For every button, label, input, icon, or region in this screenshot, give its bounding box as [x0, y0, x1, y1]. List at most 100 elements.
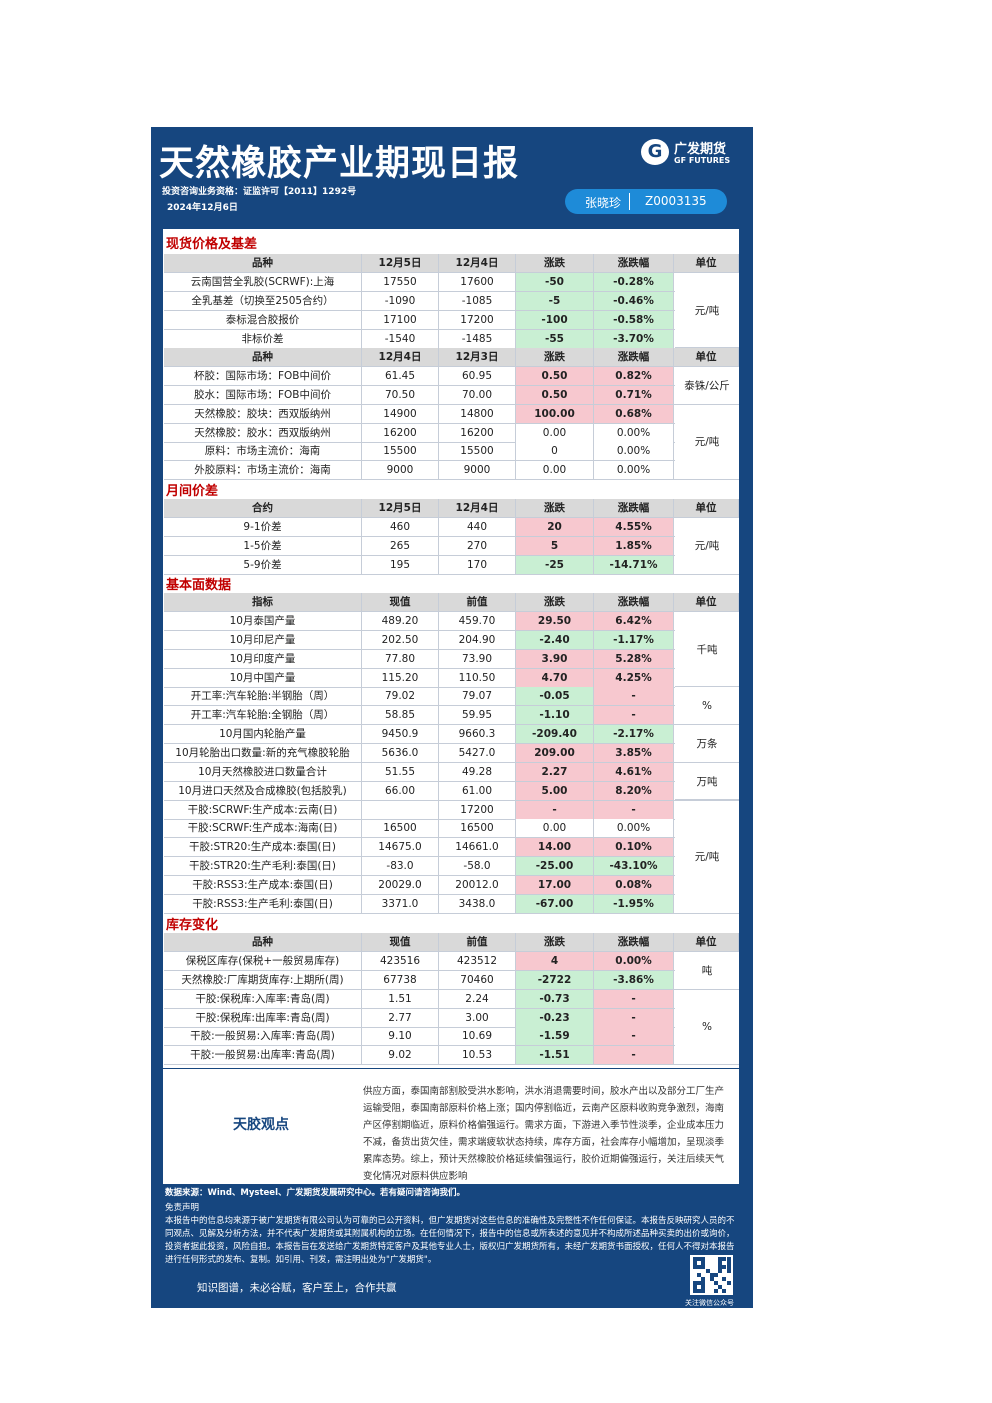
- table-cell: -0.05: [516, 687, 594, 707]
- column-header: 现值: [362, 593, 439, 612]
- column-header: 涨跌幅: [594, 593, 674, 612]
- table-cell: 79.02: [362, 687, 439, 707]
- analyst-badge: [565, 189, 727, 214]
- table-cell: [362, 800, 439, 820]
- table-cell: 10.69: [439, 1027, 516, 1047]
- table-cell: 423512: [439, 952, 516, 971]
- column-header: 单位: [674, 933, 739, 952]
- table-row: 干胶:STR20:生产毛利:泰国(日) -83.0 -58.0 -25.00 -43.1…: [164, 857, 739, 877]
- row-label: 10月国内轮胎产量: [164, 725, 362, 745]
- table-cell: 4.55%: [594, 518, 674, 537]
- data-tables: 现货价格及基差 品种 12月5日 12月4日 涨跌 涨跌幅 单位 云南国营全乳胶(SCRWF)…: [163, 229, 739, 1068]
- table-row: 10月中国产量 115.20 110.50 4.70 4.25%: [164, 668, 739, 688]
- row-label: 干胶:保税库:出库率:青岛(周): [164, 1008, 362, 1028]
- table-cell: 15500: [362, 442, 439, 462]
- row-label: 天然橡胶:厂库期货库存:上期所(周): [164, 970, 362, 990]
- data-source: 数据来源：Wind、Mysteel、广发期货发展研究中心。若有疑问请咨询我们。: [165, 1188, 465, 1198]
- table-cell: 20012.0: [439, 875, 516, 895]
- table-cell: -1.17%: [594, 630, 674, 650]
- column-header: 前值: [439, 593, 516, 612]
- table-cell: 61.00: [439, 781, 516, 801]
- table-cell: 209.00: [516, 743, 594, 763]
- table-cell: 5: [516, 536, 594, 556]
- table-cell: 2.77: [362, 1008, 439, 1028]
- table-cell: 3.00: [439, 1008, 516, 1028]
- table-row: 干胶:保税库:出库率:青岛(周) 2.77 3.00 -0.23-: [164, 1008, 739, 1028]
- table-cell: -: [594, 1046, 674, 1066]
- table-cell: -1.51: [516, 1046, 594, 1066]
- table-row: 非标价差 -1540 -1485 -55 -3.70%: [164, 329, 739, 349]
- table-row: 干胶:保税库:入库率:青岛(周) 1.51 2.24 -0.73-: [164, 989, 739, 1009]
- table-cell: 0.00%: [594, 442, 674, 462]
- row-label: 泰标混合胶报价: [164, 310, 362, 330]
- table-cell: -2722: [516, 970, 594, 990]
- row-label: 云南国营全乳胶(SCRWF):上海: [164, 273, 362, 292]
- column-header: 12月5日: [362, 499, 439, 518]
- row-label: 5-9价差: [164, 555, 362, 575]
- table-cell: 66.00: [362, 781, 439, 801]
- row-label: 开工率:汽车轮胎:半钢胎（周）: [164, 687, 362, 707]
- column-header: 涨跌: [516, 348, 594, 367]
- table-cell: 16200: [362, 423, 439, 443]
- row-label: 干胶:SCRWF:生产成本:云南(日): [164, 800, 362, 820]
- table-cell: -0.46%: [594, 291, 674, 311]
- column-header: 12月4日: [362, 348, 439, 367]
- table-cell: 14.00: [516, 838, 594, 858]
- table-cell: 0: [516, 442, 594, 462]
- table-cell: 20: [516, 518, 594, 537]
- table-cell: -14.71%: [594, 555, 674, 575]
- row-label: 胶水：国际市场：FOB中间价: [164, 385, 362, 405]
- table-cell: 440: [439, 518, 516, 537]
- column-header: 单位: [674, 593, 739, 612]
- slogan: 知识图谱，未必谷赋，客户至上，合作共赢: [197, 1282, 397, 1294]
- table-row: 干胶:一般贸易:入库率:青岛(周) 9.10 10.69 -1.59-: [164, 1027, 739, 1047]
- table-cell: -83.0: [362, 857, 439, 877]
- table-cell: -3.70%: [594, 329, 674, 349]
- table-cell: 9660.3: [439, 725, 516, 745]
- table-cell: 73.90: [439, 649, 516, 669]
- unit-label: 万吨: [675, 762, 739, 801]
- table-cell: -2.40: [516, 630, 594, 650]
- table-cell: 70.50: [362, 385, 439, 405]
- table-cell: 10.53: [439, 1046, 516, 1066]
- table-cell: -1085: [439, 291, 516, 311]
- table-row: 10月印尼产量 202.50 204.90 -2.40 -1.17%: [164, 630, 739, 650]
- market-view-text: 供应方面，泰国南部割胶受洪水影响，洪水消退需要时间，胶水产出以及部分工厂生产运输…: [363, 1086, 725, 1182]
- table-cell: 9.02: [362, 1046, 439, 1066]
- table-cell: -100: [516, 310, 594, 330]
- table-cell: -1485: [439, 329, 516, 349]
- table-cell: 0.00%: [594, 952, 674, 971]
- table-row: 10月天然橡胶进口数量合计 51.55 49.28 2.27 4.61%: [164, 762, 739, 782]
- row-label: 杯胶：国际市场：FOB中间价: [164, 367, 362, 386]
- table-cell: 9.10: [362, 1027, 439, 1047]
- table-cell: 15500: [439, 442, 516, 462]
- table-cell: 3.90: [516, 649, 594, 669]
- column-header: 涨跌: [516, 933, 594, 952]
- row-label: 10月印度产量: [164, 649, 362, 669]
- column-header: 涨跌幅: [594, 348, 674, 367]
- column-header: 12月3日: [439, 348, 516, 367]
- table-cell: -55: [516, 329, 594, 349]
- table-cell: 58.85: [362, 706, 439, 726]
- table-cell: -: [594, 687, 674, 707]
- table-cell: 9000: [439, 461, 516, 481]
- table-cell: -25: [516, 555, 594, 575]
- table-header-row: 品种 现值 前值 涨跌 涨跌幅 单位: [164, 933, 739, 952]
- table-cell: 0.50: [516, 385, 594, 405]
- table-cell: 16500: [362, 819, 439, 839]
- table-cell: 0.00%: [594, 423, 674, 443]
- logo-cn-text: 广发期货: [674, 142, 727, 157]
- table-cell: 100.00: [516, 404, 594, 424]
- table-cell: 0.00%: [594, 819, 674, 839]
- table-cell: -0.73: [516, 989, 594, 1009]
- column-header: 12月4日: [439, 499, 516, 518]
- report-title: 天然橡胶产业期现日报: [159, 144, 520, 184]
- table-cell: 4.70: [516, 668, 594, 688]
- row-label: 1-5价差: [164, 536, 362, 556]
- table-cell: -0.58%: [594, 310, 674, 330]
- table-cell: 70460: [439, 970, 516, 990]
- table-row: 泰标混合胶报价 17100 17200 -100 -0.58%: [164, 310, 739, 330]
- table-cell: 5427.0: [439, 743, 516, 763]
- qr-code-icon: [690, 1255, 733, 1295]
- table-cell: -3.86%: [594, 970, 674, 990]
